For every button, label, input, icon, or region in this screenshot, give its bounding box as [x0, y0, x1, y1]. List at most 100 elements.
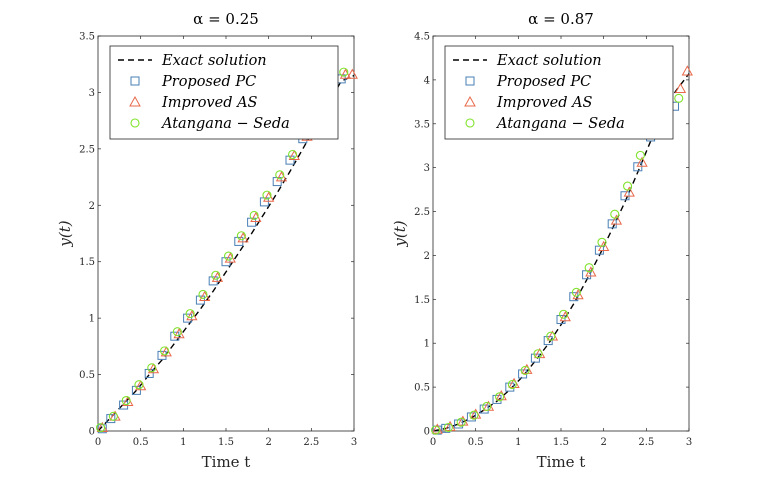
y-tick-label: 0.5 — [414, 383, 430, 394]
data-point-circle — [211, 270, 221, 280]
data-point-circle — [495, 392, 505, 402]
data-point-circle — [172, 327, 182, 337]
legend-box — [109, 45, 339, 140]
legend: Exact solution Proposed PC Improved AS Atan… — [444, 45, 674, 140]
data-point-circle — [236, 231, 246, 241]
legend-label: Proposed PC — [161, 74, 256, 90]
y-tick-label: 2.5 — [79, 144, 95, 155]
y-axis-title: y(t) — [56, 220, 74, 247]
x-tick-label: 1 — [180, 437, 186, 448]
x-tick-label: 2.5 — [303, 437, 319, 448]
data-point-circle — [431, 425, 441, 435]
data-point-square — [183, 313, 193, 323]
legend-box — [444, 45, 674, 140]
chart-title: α = 0.87 — [528, 10, 594, 28]
data-point-circle — [546, 331, 556, 341]
legend-label: Improved AS — [496, 95, 593, 111]
data-point-circle — [597, 237, 607, 247]
chart-panel-2: 0 0.5 1 1.5 2 2.5 3 0 0.5 1 1.5 2 2.5 3 3.5 4 4.5 α = 0.8… — [391, 10, 693, 471]
y-tick-label: 3.5 — [79, 32, 95, 43]
data-point-square — [131, 385, 141, 395]
x-tick-label: 1.5 — [218, 437, 234, 448]
data-point-circle — [275, 170, 285, 180]
data-point-triangle — [559, 311, 571, 322]
data-point-circle — [134, 380, 144, 390]
y-tick-label: 2.5 — [414, 207, 430, 218]
data-point-square — [466, 412, 476, 422]
x-tick-label: 1 — [515, 437, 521, 448]
legend-swatch-square — [130, 76, 140, 86]
data-point-circle — [456, 417, 466, 427]
data-point-square — [556, 315, 566, 325]
data-point-triangle — [636, 156, 648, 167]
data-point-circle — [339, 67, 349, 77]
y-tick-label: 4 — [424, 75, 430, 86]
data-point-square — [633, 162, 643, 172]
y-tick-label: 0 — [89, 427, 95, 438]
data-point-triangle — [572, 289, 584, 300]
legend: Exact solution Proposed PC Improved AS Atan… — [109, 45, 339, 140]
legend-swatch-square — [465, 76, 475, 86]
y-tick-label: 1.5 — [79, 257, 95, 268]
y-tick-label: 1 — [89, 314, 95, 325]
y-tick-label: 4.5 — [414, 32, 430, 43]
legend-label: Exact solution — [496, 53, 602, 69]
data-point-circle — [559, 309, 569, 319]
x-tick-label: 0 — [95, 437, 101, 448]
data-point-circle — [610, 209, 620, 219]
y-tick-label: 0 — [424, 427, 430, 438]
legend-swatch-triangle — [129, 95, 141, 107]
x-tick-label: 1.5 — [553, 437, 569, 448]
data-point-circle — [147, 363, 157, 373]
x-tick-label: 2.5 — [638, 437, 654, 448]
x-tick-label: 0.5 — [468, 437, 484, 448]
data-point-triangle — [674, 82, 687, 94]
x-axis-title: Time t — [202, 453, 251, 471]
data-point-circle — [224, 251, 234, 261]
data-point-circle — [249, 210, 259, 220]
legend-label: Atangana − Seda — [495, 116, 625, 132]
data-point-square — [285, 155, 295, 165]
chart-panel-1: 0 0.5 1 1.5 2 2.5 3 0 0.5 1 1.5 2 2.5 3 3.5 α = 0.25 Tim… — [56, 10, 358, 471]
legend-swatch-triangle — [464, 95, 476, 107]
y-tick-label: 3 — [424, 163, 430, 174]
y-tick-label: 2 — [89, 201, 95, 212]
data-point-circle — [108, 411, 118, 421]
data-point-circle — [469, 410, 479, 420]
data-point-circle — [571, 287, 581, 297]
data-point-square — [144, 368, 154, 378]
data-point-circle — [507, 379, 517, 390]
x-tick-label: 0 — [430, 437, 436, 448]
data-point-square — [530, 353, 540, 363]
data-point-triangle — [610, 214, 623, 225]
data-point-square — [569, 292, 579, 302]
x-tick-label: 3 — [351, 437, 357, 448]
y-tick-label: 2 — [424, 251, 430, 262]
legend-label: Exact solution — [161, 53, 267, 69]
x-tick-label: 3 — [686, 437, 692, 448]
y-tick-label: 0.5 — [79, 370, 95, 381]
data-point-circle — [185, 309, 195, 319]
x-axis-title: Time t — [537, 453, 586, 471]
data-point-circle — [635, 150, 645, 160]
data-point-square — [97, 424, 107, 434]
data-point-circle — [482, 401, 492, 411]
data-point-circle — [262, 190, 272, 200]
x-tick-label: 2 — [265, 437, 271, 448]
data-point-circle — [533, 349, 543, 359]
data-point-circle — [96, 423, 106, 433]
series-line — [97, 74, 355, 432]
data-point-circle — [520, 365, 530, 375]
data-point-triangle — [681, 65, 693, 76]
series-1 — [97, 74, 355, 432]
data-point-square — [170, 331, 180, 341]
data-point-circle — [584, 263, 594, 273]
legend-swatch-circle — [465, 118, 475, 128]
data-point-square — [479, 404, 489, 414]
data-point-square — [543, 336, 553, 346]
data-point-circle — [288, 149, 298, 160]
data-point-circle — [198, 289, 208, 299]
y-axis-title: y(t) — [391, 220, 409, 247]
x-tick-label: 2 — [600, 437, 606, 448]
